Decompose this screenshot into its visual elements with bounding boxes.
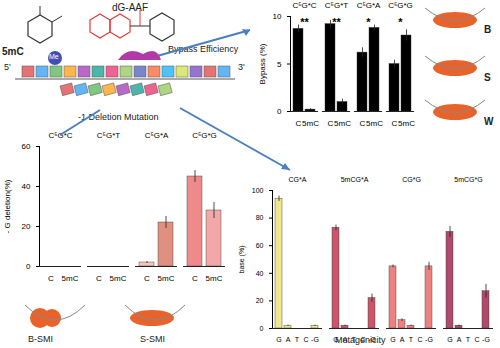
html-text:W: W [484, 116, 494, 127]
svg-text:C: C [144, 274, 150, 282]
svg-text:A: A [457, 336, 462, 343]
svg-text:Bypass (%): Bypass (%) [258, 43, 267, 84]
svg-text:-G: -G [482, 336, 490, 343]
svg-text:0: 0 [260, 325, 264, 332]
svg-text:C: C [303, 336, 308, 343]
svg-text:C⁵G*C: C⁵G*C [48, 132, 72, 140]
html-text:S: S [484, 72, 491, 83]
html-text:Bypass Efficiency: Bypass Efficiency [168, 44, 239, 54]
svg-text:C⁵G*G: C⁵G*G [192, 132, 217, 140]
html-text:5': 5' [4, 62, 11, 72]
svg-text:80: 80 [256, 214, 264, 221]
svg-text:**: ** [332, 16, 341, 28]
svg-text:0: 0 [277, 107, 282, 116]
svg-text:- G deletion(%): - G deletion(%) [3, 179, 12, 233]
svg-text:5mC: 5mC [110, 274, 127, 282]
svg-text:20: 20 [22, 222, 31, 231]
svg-text:G: G [390, 336, 395, 343]
html-text:dG-AAF: dG-AAF [112, 2, 149, 13]
html-text:B-SMI: B-SMI [28, 334, 53, 344]
svg-text:40: 40 [256, 270, 264, 277]
svg-text:20: 20 [256, 297, 264, 304]
svg-text:60: 60 [256, 242, 264, 249]
svg-text:100: 100 [252, 187, 264, 194]
svg-text:T: T [409, 336, 414, 343]
svg-text:CG*A: CG*A [289, 176, 307, 183]
svg-text:C: C [192, 274, 198, 282]
svg-text:G: G [447, 336, 452, 343]
svg-text:*: * [398, 16, 403, 28]
svg-text:C⁵G*A: C⁵G*A [357, 2, 381, 10]
svg-text:5mC: 5mC [398, 119, 415, 127]
html-text:Mutagenicity: Mutagenicity [335, 335, 386, 345]
svg-text:40: 40 [22, 182, 31, 191]
svg-text:base (%): base (%) [238, 245, 246, 273]
svg-text:C: C [417, 336, 422, 343]
svg-text:A: A [400, 336, 405, 343]
svg-text:5mC: 5mC [366, 119, 383, 127]
svg-text:A: A [286, 336, 291, 343]
svg-text:C: C [96, 274, 102, 282]
svg-text:C⁵G*A: C⁵G*A [145, 132, 169, 140]
svg-text:**: ** [300, 16, 309, 28]
svg-text:C: C [48, 274, 54, 282]
svg-text:CG*G: CG*G [402, 176, 421, 183]
svg-text:5mC: 5mC [302, 119, 319, 127]
html-text:3': 3' [238, 62, 245, 72]
svg-text:C⁵G*C: C⁵G*C [292, 2, 316, 10]
html-text:C -G: C -G [360, 336, 376, 344]
html-text:Me: Me [49, 53, 59, 60]
svg-text:C: C [392, 119, 398, 127]
svg-text:5mC: 5mC [206, 274, 223, 282]
svg-text:5: 5 [277, 60, 282, 69]
html-text:S-SMI: S-SMI [140, 334, 165, 344]
svg-text:5mC: 5mC [334, 119, 351, 127]
svg-text:C⁵G*T: C⁵G*T [97, 132, 120, 140]
svg-text:5mCG*A: 5mCG*A [341, 176, 369, 183]
svg-text:5mCG*G: 5mCG*G [454, 176, 482, 183]
svg-text:C: C [296, 119, 302, 127]
svg-text:5mC: 5mC [158, 274, 175, 282]
html-text:B: B [484, 24, 492, 35]
svg-text:T: T [466, 336, 471, 343]
svg-text:C: C [474, 336, 479, 343]
svg-text:C⁵G*G: C⁵G*G [388, 2, 413, 10]
svg-text:5mC: 5mC [62, 274, 79, 282]
svg-text:T: T [295, 336, 300, 343]
html-text:-1 Deletion Mutation: -1 Deletion Mutation [78, 112, 159, 122]
svg-text:C⁵G*T: C⁵G*T [325, 2, 348, 10]
svg-text:60: 60 [22, 142, 31, 151]
svg-text:10: 10 [273, 12, 282, 21]
svg-text:0: 0 [26, 262, 31, 271]
svg-text:-G: -G [311, 336, 319, 343]
svg-text:*: * [366, 16, 371, 28]
svg-text:-G: -G [425, 336, 433, 343]
svg-text:G: G [276, 336, 281, 343]
svg-text:C: C [328, 119, 334, 127]
svg-text:C: C [360, 119, 366, 127]
html-text:5mC: 5mC [2, 46, 24, 57]
